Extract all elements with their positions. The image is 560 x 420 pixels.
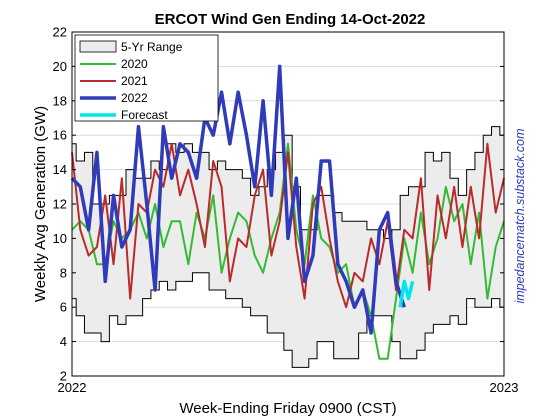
series-line-2022 — [70, 64, 406, 335]
legend-label: 2020 — [121, 57, 148, 71]
y-tick-label: 12 — [53, 197, 67, 212]
legend-label: 5-Yr Range — [121, 40, 183, 54]
x-ticks: 2022 2023 — [58, 380, 519, 395]
series-line-2021 — [71, 142, 505, 309]
y-tick-label: 4 — [60, 334, 67, 349]
y-axis-label: Weekly Avg Generation (GW) — [32, 106, 49, 302]
x-axis-label: Week-Ending Friday 0900 (CST) — [179, 400, 396, 417]
x-tick-label: 2023 — [490, 380, 519, 395]
y-tick-label: 16 — [53, 128, 67, 143]
y-tick-label: 18 — [53, 93, 67, 108]
legend-label: Forecast — [121, 108, 168, 122]
y-tick-label: 2 — [60, 369, 67, 384]
legend-label: 2021 — [121, 74, 148, 88]
y-tick-label: 6 — [60, 300, 67, 315]
legend-label: 2022 — [121, 91, 148, 105]
y-tick-label: 20 — [53, 59, 67, 74]
series-line-forecast — [398, 279, 415, 308]
legend-swatch-range — [79, 40, 117, 53]
chart-title: ERCOT Wind Gen Ending 14-Oct-2022 — [155, 11, 426, 28]
y-tick-label: 14 — [53, 162, 67, 177]
x-tick-label: 2022 — [58, 380, 87, 395]
y-tick-label: 22 — [53, 25, 67, 40]
y-tick-label: 10 — [53, 231, 67, 246]
legend: 5-Yr Range 2020 2021 2022 Forecast — [74, 34, 219, 122]
series-layer — [70, 64, 505, 360]
y-tick-label: 8 — [60, 265, 67, 280]
watermark: impedancematch.substack.com — [513, 128, 527, 303]
range-band — [71, 126, 505, 368]
